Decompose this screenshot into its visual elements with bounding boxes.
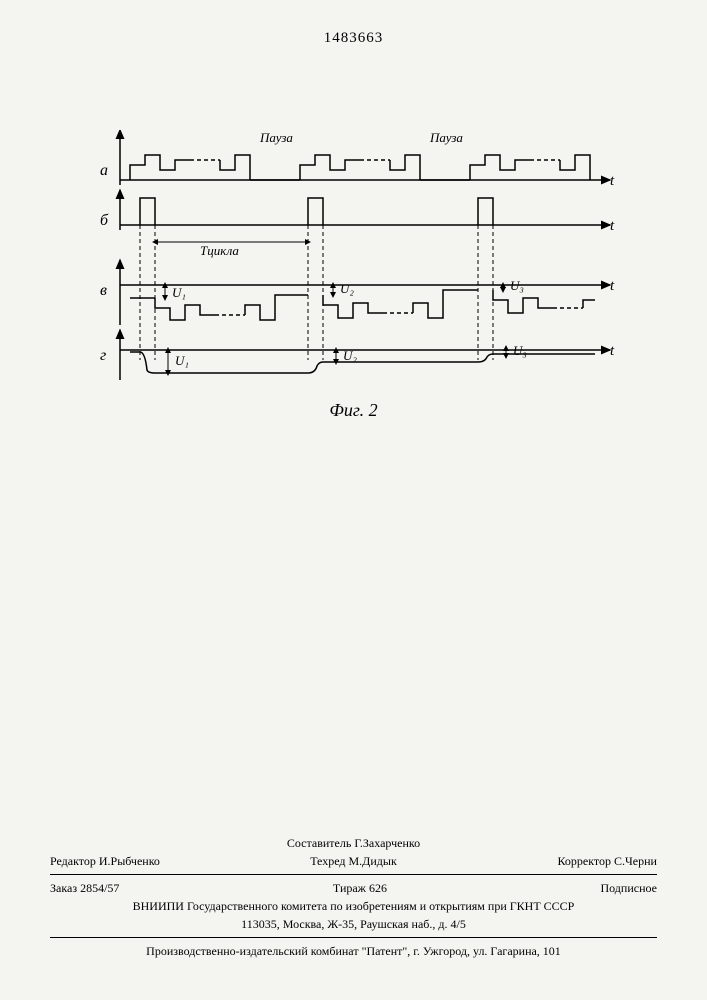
axis-t-g: t	[610, 343, 615, 359]
row-b: б t Тцикла	[100, 190, 615, 360]
u3-g: U₃	[513, 343, 527, 358]
publisher: Производственно-издательский комбинат "П…	[50, 942, 657, 960]
pause-label-1: Пауза	[259, 130, 293, 145]
corrector-label: Корректор	[558, 854, 612, 868]
u1-g: U₁	[175, 353, 189, 368]
row-label-a: а	[100, 162, 108, 179]
address1: 113035, Москва, Ж-35, Раушская наб., д. …	[50, 915, 657, 933]
print-run: 626	[369, 881, 387, 895]
order-number: 2854/57	[80, 881, 119, 895]
axis-t-b: t	[610, 218, 615, 234]
divider	[50, 874, 657, 875]
editor: И.Рыбченко	[99, 854, 160, 868]
patent-number: 1483663	[0, 30, 707, 47]
row-g: г t U₁ U₂ U₃	[100, 330, 615, 380]
axis-t-v: t	[610, 278, 615, 294]
tech-label: Техред	[310, 854, 345, 868]
row-label-g: г	[100, 347, 106, 364]
axis-t-a: t	[610, 173, 615, 189]
organization: ВНИИПИ Государственного комитета по изоб…	[50, 897, 657, 915]
subscription: Подписное	[600, 881, 657, 895]
u2-g: U₂	[343, 348, 357, 363]
divider-2	[50, 937, 657, 938]
order-label: Заказ	[50, 881, 77, 895]
cycle-label: Тцикла	[200, 243, 239, 258]
row-label-v: в	[100, 282, 107, 299]
u3-v: U₃	[510, 278, 524, 293]
print-run-label: Тираж	[333, 881, 366, 895]
figure-caption: Фиг. 2	[0, 400, 707, 421]
corrector: С.Черни	[614, 854, 657, 868]
timing-diagram: а t Пауза Пауза б t	[90, 130, 620, 390]
footer-block: Составитель Г.Захарченко Редактор И.Рыбч…	[50, 834, 657, 960]
tech: М.Дидык	[349, 854, 397, 868]
editor-label: Редактор	[50, 854, 96, 868]
row-v: в t U₁ U₂ U₃	[100, 260, 615, 325]
u1-v: U₁	[172, 285, 186, 300]
pause-label-2: Пауза	[429, 130, 463, 145]
row-a: а t Пауза Пауза	[100, 130, 615, 189]
row-label-b: б	[100, 212, 109, 229]
u2-v: U₂	[340, 281, 354, 296]
compiler: Составитель Г.Захарченко	[287, 836, 420, 850]
